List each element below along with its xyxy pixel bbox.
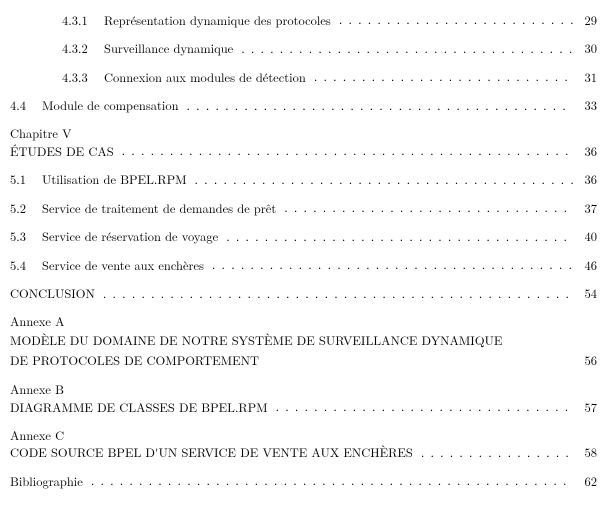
toc-heading-text: Annexe C [10,428,64,443]
toc-entry-multiline: MODÈLE DU DOMAINE DE NOTRE SYSTÈME DE SU… [10,331,597,369]
toc-entry-label: Bibliographie [10,474,83,489]
dot-leaders [241,41,573,54]
dot-leaders [339,12,573,25]
toc-page-number: 37 [577,201,597,216]
toc-page: 4.3.1Représentation dynamique des protoc… [0,0,607,512]
toc-heading-text: Annexe B [10,382,64,397]
toc-page-number: 46 [577,258,597,273]
toc-entry-label: CODE SOURCE BPEL D'UN SERVICE DE VENTE A… [10,445,413,460]
dot-leaders [276,399,573,412]
dot-leaders [263,353,573,366]
toc-heading-text: Chapitre V [10,126,72,141]
toc-entry-number: 4.4 [10,98,42,113]
toc-heading: Chapitre V [10,126,597,141]
toc-heading: Annexe A [10,314,597,329]
toc-entry: 5.2Service de traitement de demandes de … [10,200,597,216]
toc-page-number: 62 [577,474,597,489]
toc-entry-label: ÉTUDES DE CAS [10,144,114,159]
toc-entry-label: Utilisation de BPEL.RPM [42,172,187,187]
dot-leaders [91,473,573,486]
toc-page-number: 36 [577,144,597,159]
toc-entry-label: DIAGRAMME DE CLASSES DE BPEL.RPM [10,400,268,415]
toc-entry-label: Surveillance dynamique [104,41,233,56]
dot-leaders [187,98,573,111]
toc-page-number: 33 [577,98,597,113]
toc-page-number: 31 [577,70,597,85]
toc-entry-number: 5.3 [10,229,42,244]
dot-leaders [103,286,573,299]
dot-leaders [212,257,573,270]
toc-entry-number: 4.3.3 [62,70,104,85]
toc-entry: CONCLUSION 54 [10,286,597,302]
toc-entry: 4.3.3Connexion aux modules de détection 3… [10,69,597,85]
toc-page-number: 54 [577,286,597,301]
dot-leaders [195,172,573,185]
toc-entry: ÉTUDES DE CAS 36 [10,143,597,159]
toc-entry-label: Représentation dynamique des protocoles [104,13,331,28]
toc-page-number: 30 [577,41,597,56]
toc-heading-text: Annexe A [10,314,65,329]
toc-entry-label: Service de vente aux enchères [42,258,204,273]
toc-entry-label: Service de traitement de demandes de prê… [42,201,276,216]
dot-leaders [122,143,573,156]
toc-entry-label: Module de compensation [42,98,179,113]
toc-entry-number: 5.2 [10,201,42,216]
toc-entry-number: 5.1 [10,172,42,187]
dot-leaders [284,200,573,213]
toc-heading: Annexe C [10,428,597,443]
toc-page-number: 58 [577,445,597,460]
toc-page-number: 36 [577,172,597,187]
toc-entry-number: 4.3.1 [62,13,104,28]
toc-entry: 5.1Utilisation de BPEL.RPM 36 [10,172,597,188]
dot-leaders [226,229,573,242]
toc-entry: CODE SOURCE BPEL D'UN SERVICE DE VENTE A… [10,445,597,461]
toc-entry-number: 5.4 [10,258,42,273]
toc-entry: 4.4Module de compensation 33 [10,98,597,114]
toc-entry-label: Connexion aux modules de détection [104,70,306,85]
toc-entry-number: 4.3.2 [62,41,104,56]
toc-entry-label: Service de réservation de voyage [42,229,218,244]
dot-leaders [421,445,573,458]
toc-entry-label: DE PROTOCOLES DE COMPORTEMENT [10,351,259,369]
toc-entry-label: CONCLUSION [10,286,95,301]
toc-entry: DIAGRAMME DE CLASSES DE BPEL.RPM 57 [10,399,597,415]
toc-page-number: 56 [577,351,597,369]
toc-page-number: 57 [577,400,597,415]
toc-heading: Annexe B [10,382,597,397]
toc-entry: Bibliographie 62 [10,473,597,489]
toc-entry: 4.3.2Surveillance dynamique 30 [10,41,597,57]
toc-entry: 5.4Service de vente aux enchères 46 [10,257,597,273]
toc-entry-line1: MODÈLE DU DOMAINE DE NOTRE SYSTÈME DE SU… [10,331,597,349]
toc-entry-line2: DE PROTOCOLES DE COMPORTEMENT 56 [10,351,597,369]
toc-entry: 4.3.1Représentation dynamique des protoc… [10,12,597,28]
dot-leaders [314,69,573,82]
toc-page-number: 40 [577,229,597,244]
toc-entry: 5.3Service de réservation de voyage 40 [10,229,597,245]
toc-page-number: 29 [577,13,597,28]
